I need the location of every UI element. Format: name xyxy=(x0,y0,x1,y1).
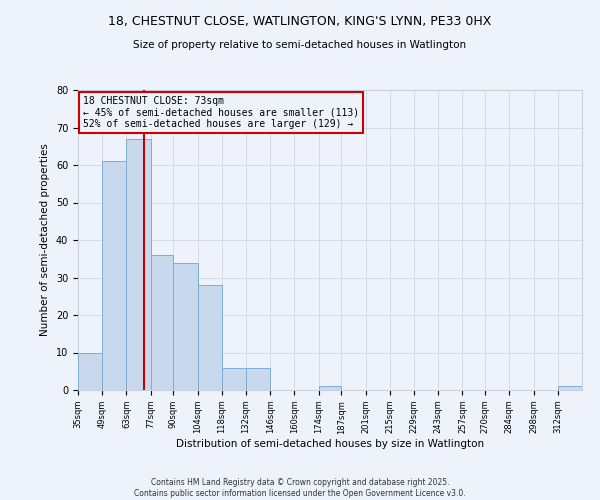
Bar xyxy=(127,138,151,390)
Text: 18, CHESTNUT CLOSE, WATLINGTON, KING'S LYNN, PE33 0HX: 18, CHESTNUT CLOSE, WATLINGTON, KING'S L… xyxy=(109,15,491,28)
Bar xyxy=(173,262,197,390)
Y-axis label: Number of semi-detached properties: Number of semi-detached properties xyxy=(40,144,50,336)
Text: 18 CHESTNUT CLOSE: 73sqm
← 45% of semi-detached houses are smaller (113)
52% of : 18 CHESTNUT CLOSE: 73sqm ← 45% of semi-d… xyxy=(83,96,359,129)
Bar xyxy=(151,255,173,390)
Text: Contains HM Land Registry data © Crown copyright and database right 2025.
Contai: Contains HM Land Registry data © Crown c… xyxy=(134,478,466,498)
Bar xyxy=(78,352,102,390)
Bar xyxy=(102,161,127,390)
Bar xyxy=(222,368,246,390)
Bar xyxy=(558,386,582,390)
X-axis label: Distribution of semi-detached houses by size in Watlington: Distribution of semi-detached houses by … xyxy=(176,439,484,449)
Text: Size of property relative to semi-detached houses in Watlington: Size of property relative to semi-detach… xyxy=(133,40,467,50)
Bar xyxy=(246,368,270,390)
Bar xyxy=(319,386,341,390)
Bar xyxy=(197,285,222,390)
